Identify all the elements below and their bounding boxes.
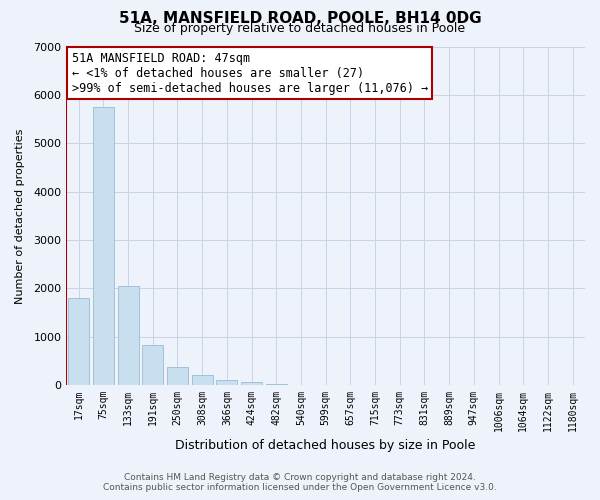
Bar xyxy=(167,368,188,385)
Bar xyxy=(118,286,139,385)
Bar xyxy=(241,382,262,385)
Bar xyxy=(68,298,89,385)
Text: Size of property relative to detached houses in Poole: Size of property relative to detached ho… xyxy=(134,22,466,35)
Y-axis label: Number of detached properties: Number of detached properties xyxy=(15,128,25,304)
Bar xyxy=(93,107,114,385)
Text: 51A MANSFIELD ROAD: 47sqm
← <1% of detached houses are smaller (27)
>99% of semi: 51A MANSFIELD ROAD: 47sqm ← <1% of detac… xyxy=(71,52,428,94)
Bar xyxy=(217,380,238,385)
X-axis label: Distribution of detached houses by size in Poole: Distribution of detached houses by size … xyxy=(175,440,476,452)
Text: 51A, MANSFIELD ROAD, POOLE, BH14 0DG: 51A, MANSFIELD ROAD, POOLE, BH14 0DG xyxy=(119,11,481,26)
Bar xyxy=(191,374,212,385)
Bar xyxy=(142,345,163,385)
Bar xyxy=(266,384,287,385)
Text: Contains HM Land Registry data © Crown copyright and database right 2024.
Contai: Contains HM Land Registry data © Crown c… xyxy=(103,473,497,492)
